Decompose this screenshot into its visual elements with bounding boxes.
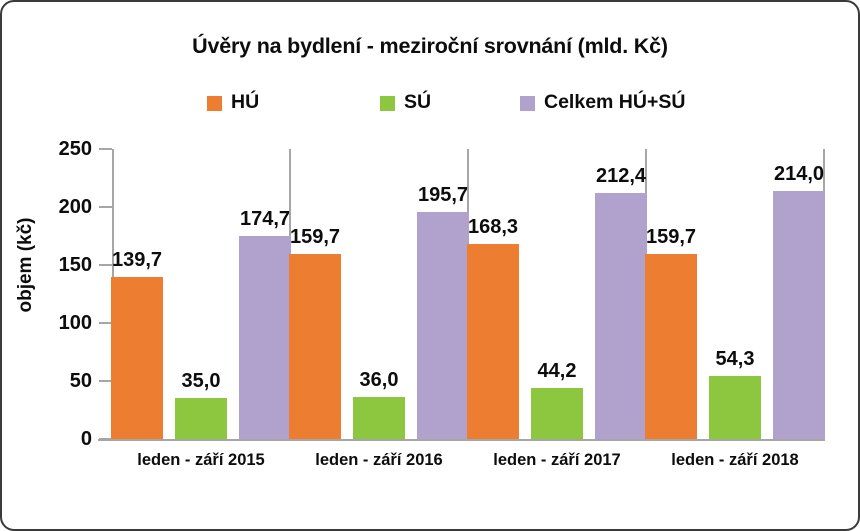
bar[interactable] (239, 236, 291, 439)
legend-swatch-hu-icon (207, 95, 222, 111)
y-axis-tick (99, 438, 112, 440)
bar[interactable] (645, 253, 697, 439)
y-axis-tick-label: 0 (80, 428, 92, 450)
legend-label-celkem: Celkem HÚ+SÚ (544, 91, 686, 114)
bar[interactable] (289, 253, 341, 439)
y-axis-tick (99, 380, 112, 382)
bar-value-label: 195,7 (417, 183, 469, 206)
y-axis-tick (99, 206, 112, 208)
legend-item-su[interactable]: SÚ (380, 90, 431, 116)
legend-swatch-su-icon (380, 95, 395, 111)
bar-value-label: 54,3 (715, 348, 755, 370)
legend-item-hu[interactable]: HÚ (207, 90, 259, 116)
y-axis-tick-label: 100 (58, 312, 92, 334)
x-axis-category-label: leden - září 2015 (137, 451, 265, 469)
y-axis-tick-label: 150 (58, 254, 92, 276)
y-axis-tick-label: 250 (58, 138, 92, 160)
bar-value-label: 36,0 (359, 369, 399, 392)
bar-value-label: 214,0 (773, 162, 825, 185)
bar[interactable] (417, 212, 469, 439)
bar-value-label: 168,3 (467, 215, 519, 238)
bar-value-label: 139,7 (111, 248, 163, 271)
legend-label-su: SÚ (404, 91, 432, 114)
bar-value-label: 174,7 (239, 208, 291, 231)
bar[interactable] (595, 192, 647, 439)
plot-area: 139,7 35,0 174,7 159,7 36,0 195,7 168,3 44,2 212… (111, 149, 825, 439)
y-axis-tick (99, 264, 112, 266)
y-axis-tick (99, 148, 112, 150)
bar-value-label: 35,0 (181, 370, 221, 393)
x-axis-category-label: leden - září 2018 (671, 451, 799, 469)
chart-legend: HÚ SÚ Celkem HÚ+SÚ (192, 90, 685, 116)
bar[interactable] (353, 397, 405, 439)
y-axis-tick-label: 50 (69, 370, 92, 392)
x-axis-category-label: leden - září 2017 (493, 451, 621, 469)
x-axis-line (98, 439, 825, 441)
bar[interactable] (467, 243, 519, 439)
bar[interactable] (709, 376, 761, 439)
legend-label-hu: HÚ (231, 91, 260, 114)
bar[interactable] (175, 398, 227, 439)
legend-item-celkem[interactable]: Celkem HÚ+SÚ (520, 90, 685, 116)
bar[interactable] (531, 387, 583, 439)
y-axis-tick (99, 322, 112, 324)
chart-title: Úvěry na bydlení - meziroční srovnání (m… (192, 34, 668, 58)
bar[interactable] (773, 190, 825, 439)
legend-swatch-celkem-icon (520, 95, 535, 111)
bar-value-label: 44,2 (537, 359, 577, 382)
bar-value-label: 159,7 (645, 225, 697, 248)
x-axis-category-label: leden - září 2016 (315, 451, 443, 469)
bar-value-label: 212,4 (595, 164, 647, 187)
y-axis-tick-label: 200 (58, 196, 92, 218)
bar-value-label: 159,7 (289, 225, 341, 248)
bar[interactable] (111, 276, 163, 439)
